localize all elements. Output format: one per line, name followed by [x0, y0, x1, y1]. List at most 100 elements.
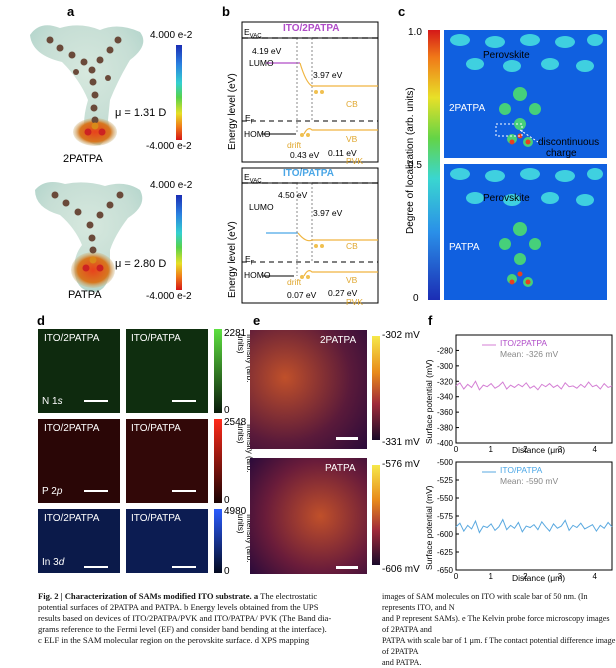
- chart2-ytick: -525: [437, 476, 454, 485]
- caption-left: Fig. 2 | Characterization of SAMs modifi…: [38, 591, 332, 645]
- kpfm-bottom-max: -576 mV: [382, 459, 420, 470]
- esp-cbar-top-min: -4.000 e-2: [146, 141, 192, 152]
- panel-label-f: f: [428, 313, 433, 328]
- chart2-xlabel: Distance (μm): [512, 573, 566, 583]
- homo-label-top: HOMO: [244, 129, 271, 139]
- panel-a-esp: [30, 25, 182, 292]
- xps-r1-left: ITO/2PATPA: [44, 333, 100, 344]
- panel-b-energy-levels: [241, 21, 379, 304]
- chart2-xtick: 0: [454, 572, 459, 581]
- energy-title-patpa: ITO/PATPA: [283, 168, 334, 179]
- xps-r2-element: P 2p: [42, 486, 63, 497]
- xps-scalebar-2: [172, 400, 196, 402]
- dipole-2patpa: μ = 1.31 D: [115, 107, 167, 119]
- cb-label-top: CB: [346, 99, 358, 109]
- chart1-note: Mean: -326 mV: [500, 349, 559, 359]
- xps-r2-min: 0: [224, 495, 230, 506]
- xps-in3d-2patpa: [38, 509, 120, 573]
- xps-r3-element: In 3d: [42, 557, 65, 568]
- xps-r1-min: 0: [224, 405, 230, 416]
- chart1-series-line: [455, 380, 613, 391]
- ef-label-top: EF: [245, 113, 255, 126]
- cb-label-bottom: CB: [346, 241, 358, 251]
- energy-title-2patpa: ITO/2PATPA: [283, 23, 340, 34]
- panel-label-e: e: [253, 313, 261, 328]
- elf-tick-0: 0: [413, 293, 419, 304]
- kpfm-bottom-min: -606 mV: [382, 564, 420, 575]
- chart1-ylabel: Surface potential (mV): [424, 359, 434, 444]
- xps-r1-max: 2281: [224, 328, 247, 339]
- chart2-ytick: -500: [437, 458, 454, 467]
- lumo-label-top: LUMO: [249, 58, 274, 68]
- elf-note-2: charge: [546, 148, 577, 159]
- v2-label-bottom: 3.97 eV: [313, 208, 343, 218]
- kpfm-cbar-bottom: [372, 465, 380, 565]
- chart2-ytick: -550: [437, 494, 454, 503]
- v4-label-bottom: 0.27 eV: [328, 288, 358, 298]
- chart2-ytick: -600: [437, 530, 454, 539]
- caption-right: images of SAM molecules on ITO with scal…: [382, 592, 616, 667]
- caption-bold: Fig. 2 | Characterization of SAMs modifi…: [38, 591, 259, 601]
- chart2-ytick: -650: [437, 566, 454, 575]
- xps-cbar-in: [214, 509, 222, 573]
- panel-label-a: a: [67, 4, 75, 19]
- ef-label-bottom: EF: [245, 254, 255, 267]
- panel-c-elf: [428, 30, 607, 300]
- xps-r1-right: ITO/PATPA: [131, 333, 181, 344]
- xps-r3-max: 4980: [224, 506, 247, 517]
- drift-label-bottom: drift: [287, 277, 302, 287]
- pvk-label-top: PVK: [346, 156, 364, 166]
- xps-p2p-2patpa: [38, 419, 120, 503]
- vb-label-bottom: VB: [346, 275, 358, 285]
- chart2-ytick: -625: [437, 548, 454, 557]
- elf-perovskite-top: Perovskite: [483, 50, 530, 61]
- kpfm-label-patpa: PATPA: [325, 463, 356, 474]
- elf-sam-2patpa: 2PATPA: [449, 103, 486, 114]
- evac-label-bottom: EVAC: [244, 172, 262, 185]
- v3-label-bottom: 0.07 eV: [287, 290, 317, 300]
- xps-scalebar-1: [84, 400, 108, 402]
- v1-label-bottom: 4.50 eV: [278, 190, 308, 200]
- panel-label-c: c: [398, 4, 406, 19]
- chart1-ytick: -380: [437, 424, 454, 433]
- xps-r2-right: ITO/PATPA: [131, 423, 181, 434]
- chart1-ytick: -280: [437, 346, 454, 355]
- chart1-xtick: 1: [488, 445, 493, 454]
- xps-cbar-n: [214, 329, 222, 413]
- chart1-ytick: -340: [437, 393, 454, 402]
- v4-label-top: 0.11 eV: [328, 148, 357, 158]
- kpfm-scalebar-top: [336, 437, 358, 440]
- elf-perovskite-bottom: Perovskite: [483, 193, 530, 204]
- xps-cbar-p: [214, 419, 222, 503]
- esp-cbar-bottom-min: -4.000 e-2: [146, 291, 192, 302]
- chart1-ytick: -400: [437, 439, 454, 448]
- kpfm-cbar-top: [372, 336, 380, 440]
- xps-in3d-patpa: [126, 509, 208, 573]
- chart1-xlabel: Distance (μm): [512, 445, 566, 455]
- chart2-ytick: -575: [437, 512, 454, 521]
- elf-tick-05: 0.5: [408, 160, 422, 171]
- molecule-2patpa: [30, 25, 144, 146]
- xps-cbar-label-3: Intensity (arb. units): [236, 514, 254, 562]
- chart1-ytick: -320: [437, 377, 454, 386]
- xps-scalebar-3: [84, 490, 108, 492]
- chart1-frame: [455, 334, 613, 444]
- chart2-xtick: 3: [558, 572, 563, 581]
- xps-r1-element: N 1s: [42, 396, 63, 407]
- chart2-ylabel: Surface potential (mV): [424, 485, 434, 570]
- xps-r3-min: 0: [224, 566, 230, 577]
- xps-r3-right: ITO/PATPA: [131, 513, 181, 524]
- chart1-xtick: 3: [558, 445, 563, 454]
- chart2-legend: ITO/PATPA: [500, 465, 543, 475]
- pvk-label-bottom: PVK: [346, 297, 364, 307]
- label-2patpa: 2PATPA: [63, 153, 103, 165]
- chart2-note: Mean: -590 mV: [500, 476, 559, 486]
- xps-r2-left: ITO/2PATPA: [44, 423, 100, 434]
- kpfm-top-max: -302 mV: [382, 330, 420, 341]
- elf-sam-patpa: PATPA: [449, 242, 480, 253]
- xps-cbar-label-1: Intensity (arb. units): [236, 334, 254, 382]
- kpfm-label-2patpa: 2PATPA: [320, 335, 357, 346]
- v1-label-top: 4.19 eV: [252, 46, 282, 56]
- drift-label-top: drift: [287, 140, 302, 150]
